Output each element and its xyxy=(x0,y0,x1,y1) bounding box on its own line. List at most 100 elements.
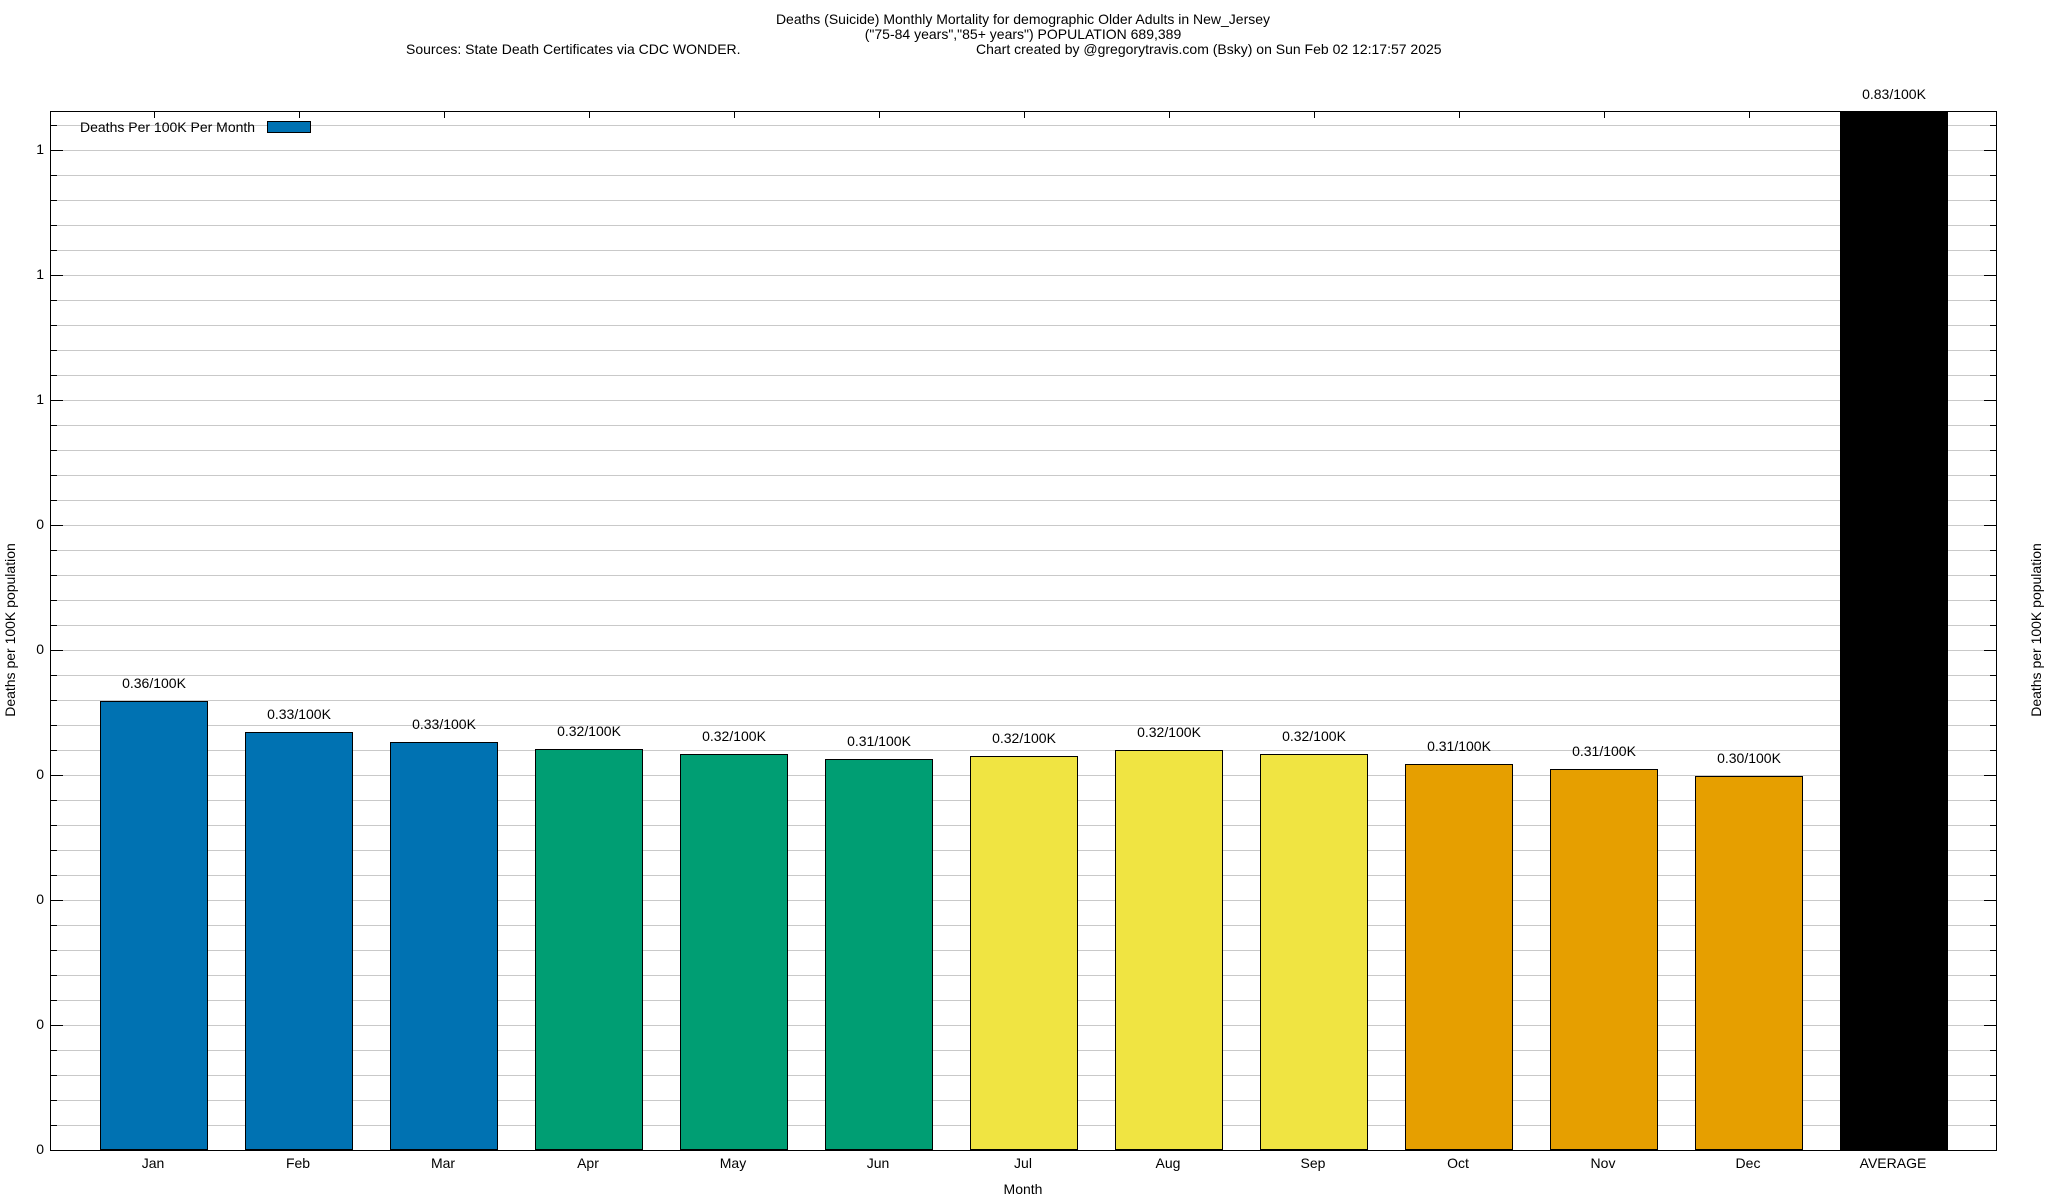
x-tick-label: Jul xyxy=(1014,1155,1032,1171)
gridline xyxy=(51,449,1996,451)
x-tick-label: May xyxy=(719,1155,747,1171)
y-axis-tick xyxy=(1990,574,1996,576)
y-axis-tick xyxy=(51,799,57,801)
y-axis-tick xyxy=(51,749,57,751)
y-axis-tick xyxy=(51,899,63,901)
y-axis-tick xyxy=(1990,249,1996,251)
y-axis-tick xyxy=(1990,549,1996,551)
gridline xyxy=(51,424,1996,426)
y-axis-tick xyxy=(1990,499,1996,501)
y-tick-label: 0 xyxy=(36,1141,44,1157)
y-axis-tick xyxy=(51,324,57,326)
x-tick-label: Feb xyxy=(285,1155,311,1171)
bar-value-label: 0.31/100K xyxy=(1427,737,1491,754)
gridline xyxy=(51,574,1996,576)
x-tick-label: Mar xyxy=(430,1155,456,1171)
y-axis-tick xyxy=(51,124,57,126)
bar-oct xyxy=(1405,763,1513,1150)
x-axis-tick xyxy=(154,112,155,118)
bar-jun xyxy=(825,758,933,1150)
x-axis-tick xyxy=(734,112,735,118)
bar-mar xyxy=(390,742,498,1150)
y-axis-tick xyxy=(51,524,63,526)
gridline xyxy=(51,524,1996,526)
y-axis-tick xyxy=(1990,799,1996,801)
x-axis-tick xyxy=(299,112,300,118)
x-tick-label: Sep xyxy=(1300,1155,1326,1171)
gridline xyxy=(51,324,1996,326)
legend-series-label: Deaths Per 100K Per Month xyxy=(80,119,256,135)
y-axis-tick xyxy=(1984,649,1996,651)
y-axis-tick xyxy=(1990,999,1996,1001)
x-tick-label: Jan xyxy=(141,1155,165,1171)
y-axis-tick xyxy=(51,574,57,576)
y-axis-tick xyxy=(1984,774,1996,776)
x-tick-label: AVERAGE xyxy=(1859,1155,1927,1171)
gridline xyxy=(51,174,1996,176)
y-axis-tick xyxy=(51,149,63,151)
gridline xyxy=(51,399,1996,401)
y-tick-label: 0 xyxy=(36,515,44,532)
gridline xyxy=(51,699,1996,701)
y-axis-tick xyxy=(51,874,57,876)
bar-jan xyxy=(100,701,208,1150)
y-axis-tick xyxy=(51,999,57,1001)
y-axis-tick xyxy=(1984,524,1996,526)
x-tick-label: Dec xyxy=(1735,1155,1761,1171)
gridline xyxy=(51,374,1996,376)
y-axis-tick xyxy=(51,424,57,426)
gridline xyxy=(51,199,1996,201)
legend-color-swatch xyxy=(267,121,312,133)
x-axis-tick xyxy=(1169,112,1170,118)
x-axis-tick xyxy=(1459,112,1460,118)
y-axis-tick xyxy=(51,474,57,476)
x-axis-tick xyxy=(1604,112,1605,118)
y-tick-label: 0 xyxy=(36,1015,44,1032)
x-axis-tick xyxy=(589,112,590,118)
y-axis-tick xyxy=(1990,174,1996,176)
legend: Deaths Per 100K Per Month xyxy=(80,119,312,135)
x-axis-tick xyxy=(1894,112,1895,118)
gridline xyxy=(51,499,1996,501)
y-axis-label-right: Deaths per 100K population xyxy=(2028,543,2044,717)
bar-dec xyxy=(1695,776,1803,1150)
y-axis-tick xyxy=(1990,449,1996,451)
y-axis-tick xyxy=(51,774,63,776)
y-axis-tick xyxy=(51,1099,57,1101)
gridline xyxy=(51,224,1996,226)
x-tick-label: Oct xyxy=(1447,1155,1469,1171)
x-axis-tick xyxy=(444,112,445,118)
y-axis-tick xyxy=(51,1024,63,1026)
gridline xyxy=(51,474,1996,476)
bar-nov xyxy=(1550,768,1658,1150)
y-axis-tick xyxy=(1990,199,1996,201)
bar-value-label: 0.31/100K xyxy=(847,732,911,749)
y-axis-tick xyxy=(1990,424,1996,426)
bar-value-label: 0.33/100K xyxy=(412,716,476,733)
x-axis-tick xyxy=(1024,112,1025,118)
y-axis-tick xyxy=(1990,224,1996,226)
gridline xyxy=(51,549,1996,551)
bar-feb xyxy=(245,732,353,1150)
bar-value-label: 0.32/100K xyxy=(1282,727,1346,744)
x-tick-label: Aug xyxy=(1155,1155,1181,1171)
gridline xyxy=(51,124,1996,126)
y-axis-tick xyxy=(1984,1024,1996,1026)
bar-apr xyxy=(535,748,643,1150)
gridline xyxy=(51,274,1996,276)
chart-subtitle: ("75-84 years","85+ years") POPULATION 6… xyxy=(864,26,1182,42)
x-tick-label: Nov xyxy=(1590,1155,1616,1171)
bar-aug xyxy=(1115,749,1223,1150)
y-axis-tick xyxy=(51,249,57,251)
y-axis-tick xyxy=(1990,699,1996,701)
bar-value-label: 0.32/100K xyxy=(557,722,621,739)
sources-note: Sources: State Death Certificates via CD… xyxy=(406,41,741,57)
y-axis-tick xyxy=(1984,274,1996,276)
y-axis-tick xyxy=(1990,724,1996,726)
y-axis-tick xyxy=(1990,624,1996,626)
y-axis-tick xyxy=(1990,1074,1996,1076)
x-tick-label: Jun xyxy=(866,1155,890,1171)
y-axis-tick xyxy=(1984,899,1996,901)
gridline xyxy=(51,299,1996,301)
y-axis-tick xyxy=(1990,849,1996,851)
